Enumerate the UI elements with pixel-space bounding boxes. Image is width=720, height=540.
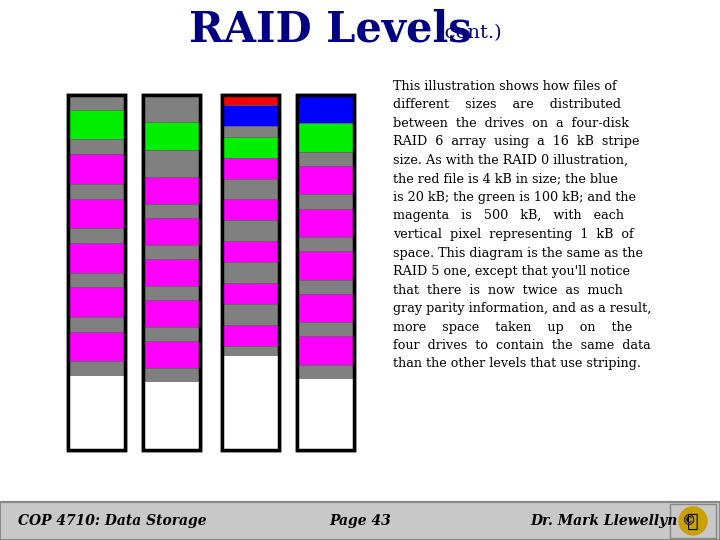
Bar (68, 228, 125, 243)
Bar (68, 243, 125, 273)
Bar (143, 368, 200, 382)
Bar (68, 95, 125, 450)
Bar (68, 317, 125, 332)
Text: 🐦: 🐦 (687, 511, 699, 530)
Bar (297, 336, 354, 365)
Bar (670, 504, 716, 538)
Bar (143, 382, 200, 450)
Bar (143, 95, 200, 450)
Bar (222, 346, 279, 356)
Bar (222, 95, 279, 450)
Bar (222, 356, 279, 450)
Text: COP 4710: Data Storage: COP 4710: Data Storage (18, 514, 207, 528)
Bar (68, 332, 125, 361)
Bar (143, 95, 200, 122)
Bar (143, 300, 200, 327)
Bar (68, 376, 125, 450)
Bar (222, 325, 279, 346)
Bar (297, 152, 354, 166)
Bar (143, 341, 200, 368)
Text: Dr. Mark Llewellyn ©: Dr. Mark Llewellyn © (530, 514, 696, 528)
Text: Page 43: Page 43 (329, 514, 391, 528)
Bar (222, 105, 279, 126)
Bar (297, 237, 354, 251)
Bar (297, 95, 354, 124)
Bar (143, 95, 200, 450)
Bar (143, 327, 200, 341)
Text: This illustration shows how files of
different    sizes    are    distributed
be: This illustration shows how files of dif… (393, 80, 652, 370)
Bar (297, 280, 354, 294)
Bar (222, 262, 279, 283)
Bar (222, 126, 279, 137)
Bar (297, 365, 354, 379)
Bar (68, 154, 125, 184)
Bar (68, 139, 125, 154)
Bar (297, 95, 354, 450)
Bar (68, 110, 125, 139)
Bar (297, 124, 354, 152)
Bar (143, 259, 200, 286)
Bar (297, 322, 354, 336)
Bar (297, 95, 354, 450)
Bar (0, 502, 720, 540)
Bar (297, 379, 354, 450)
Bar (222, 241, 279, 262)
Bar (68, 95, 125, 110)
Bar (222, 199, 279, 220)
Bar (297, 251, 354, 280)
Bar (297, 208, 354, 237)
Bar (143, 245, 200, 259)
Bar (143, 218, 200, 245)
Bar (297, 166, 354, 194)
Bar (222, 283, 279, 304)
Circle shape (679, 507, 707, 535)
Bar (222, 95, 279, 105)
Bar (222, 304, 279, 325)
Bar (68, 287, 125, 317)
Bar (68, 361, 125, 376)
Bar (143, 286, 200, 300)
Bar (143, 150, 200, 177)
Bar (297, 194, 354, 208)
Bar (68, 184, 125, 199)
Bar (222, 137, 279, 158)
Bar (143, 204, 200, 218)
Text: (cont.): (cont.) (438, 24, 503, 42)
Bar (68, 95, 125, 450)
Text: RAID Levels: RAID Levels (189, 9, 472, 51)
Bar (143, 177, 200, 204)
Bar (222, 220, 279, 241)
Bar (68, 273, 125, 287)
Bar (222, 179, 279, 199)
Bar (222, 158, 279, 179)
Bar (297, 294, 354, 322)
Bar (68, 199, 125, 228)
Bar (143, 122, 200, 150)
Bar (222, 95, 279, 450)
